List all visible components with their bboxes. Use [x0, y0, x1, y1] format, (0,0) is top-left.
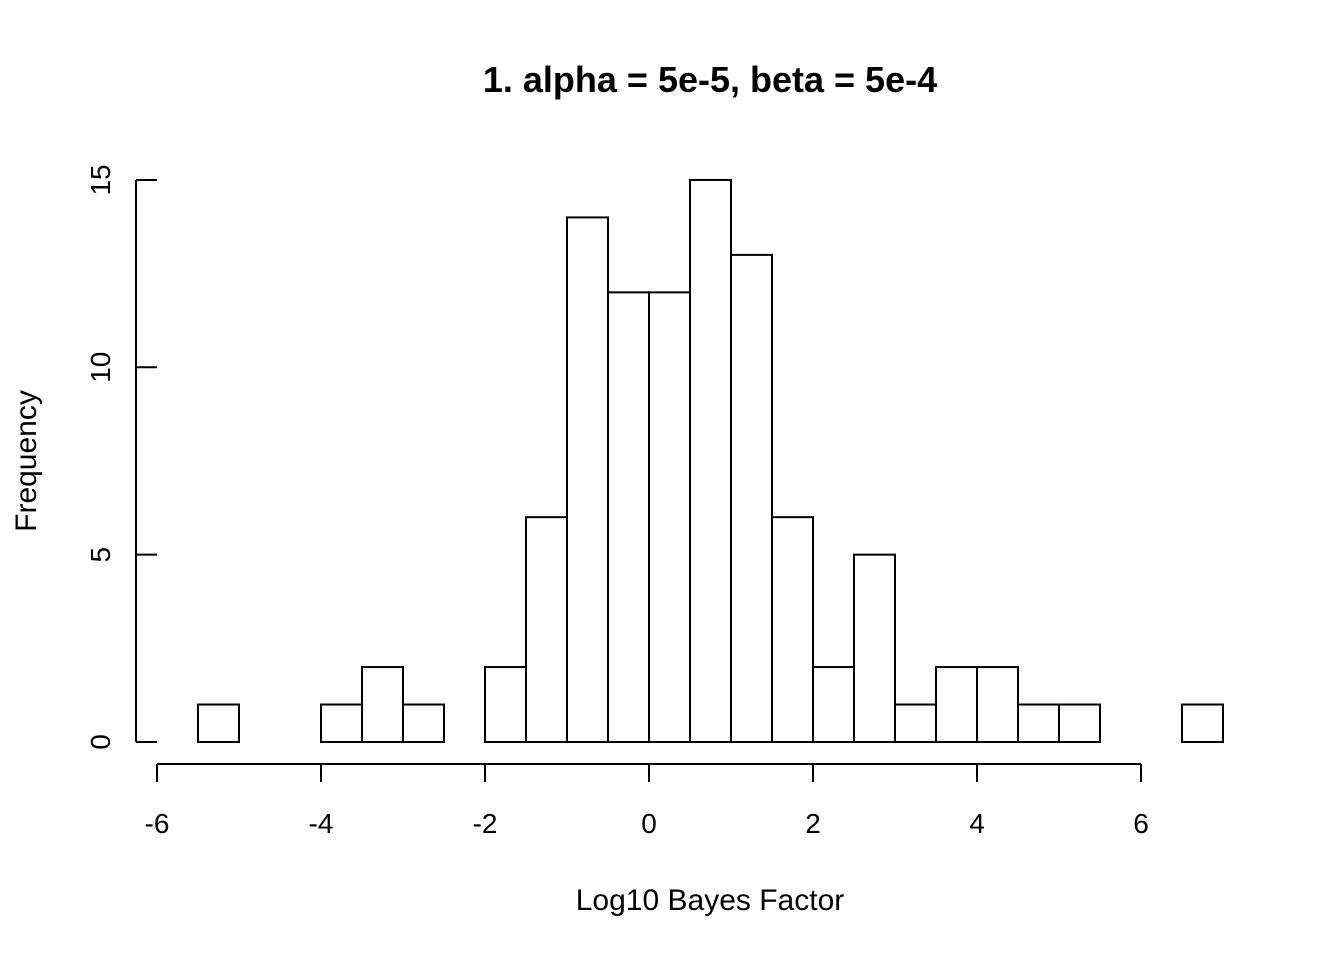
histogram-bar — [648, 291, 691, 743]
histogram-bar — [484, 666, 527, 743]
histogram-bar — [812, 666, 855, 743]
y-tick-label: 10 — [85, 352, 116, 383]
histogram-bar — [894, 703, 937, 744]
histogram-bar — [361, 666, 404, 743]
bars-group — [197, 178, 1224, 744]
x-tick-label: 2 — [805, 808, 821, 839]
histogram-bar — [607, 291, 650, 743]
x-tick-label: -2 — [473, 808, 498, 839]
y-axis: 0 5 10 15 — [85, 164, 157, 750]
histogram-bar — [1181, 703, 1224, 744]
x-tick-label: 6 — [1133, 808, 1149, 839]
x-tick-label: -4 — [309, 808, 334, 839]
histogram-bar — [320, 703, 363, 744]
y-tick-label: 0 — [85, 734, 116, 750]
x-tick-label: 0 — [641, 808, 657, 839]
histogram-bar — [730, 253, 773, 743]
histogram-bar — [525, 516, 568, 743]
histogram-bar — [1017, 703, 1060, 744]
histogram-bar — [566, 216, 609, 744]
y-tick-label: 5 — [85, 547, 116, 563]
histogram-bar — [976, 666, 1019, 743]
histogram-bar — [771, 516, 814, 743]
histogram-bar — [689, 178, 732, 743]
x-axis: -6 -4 -2 0 2 4 6 — [145, 763, 1149, 839]
chart-title: 1. alpha = 5e-5, beta = 5e-4 — [483, 59, 937, 100]
x-tick-label: -6 — [145, 808, 170, 839]
histogram-bar — [1058, 703, 1101, 744]
histogram-bar — [853, 553, 896, 744]
y-axis-label: Frequency — [10, 390, 43, 532]
x-axis-label: Log10 Bayes Factor — [576, 884, 845, 917]
x-tick-label: 4 — [969, 808, 985, 839]
histogram-bar — [402, 703, 445, 744]
y-tick-label: 15 — [85, 164, 116, 195]
histogram-bar — [197, 703, 240, 744]
histogram-bar — [935, 666, 978, 743]
